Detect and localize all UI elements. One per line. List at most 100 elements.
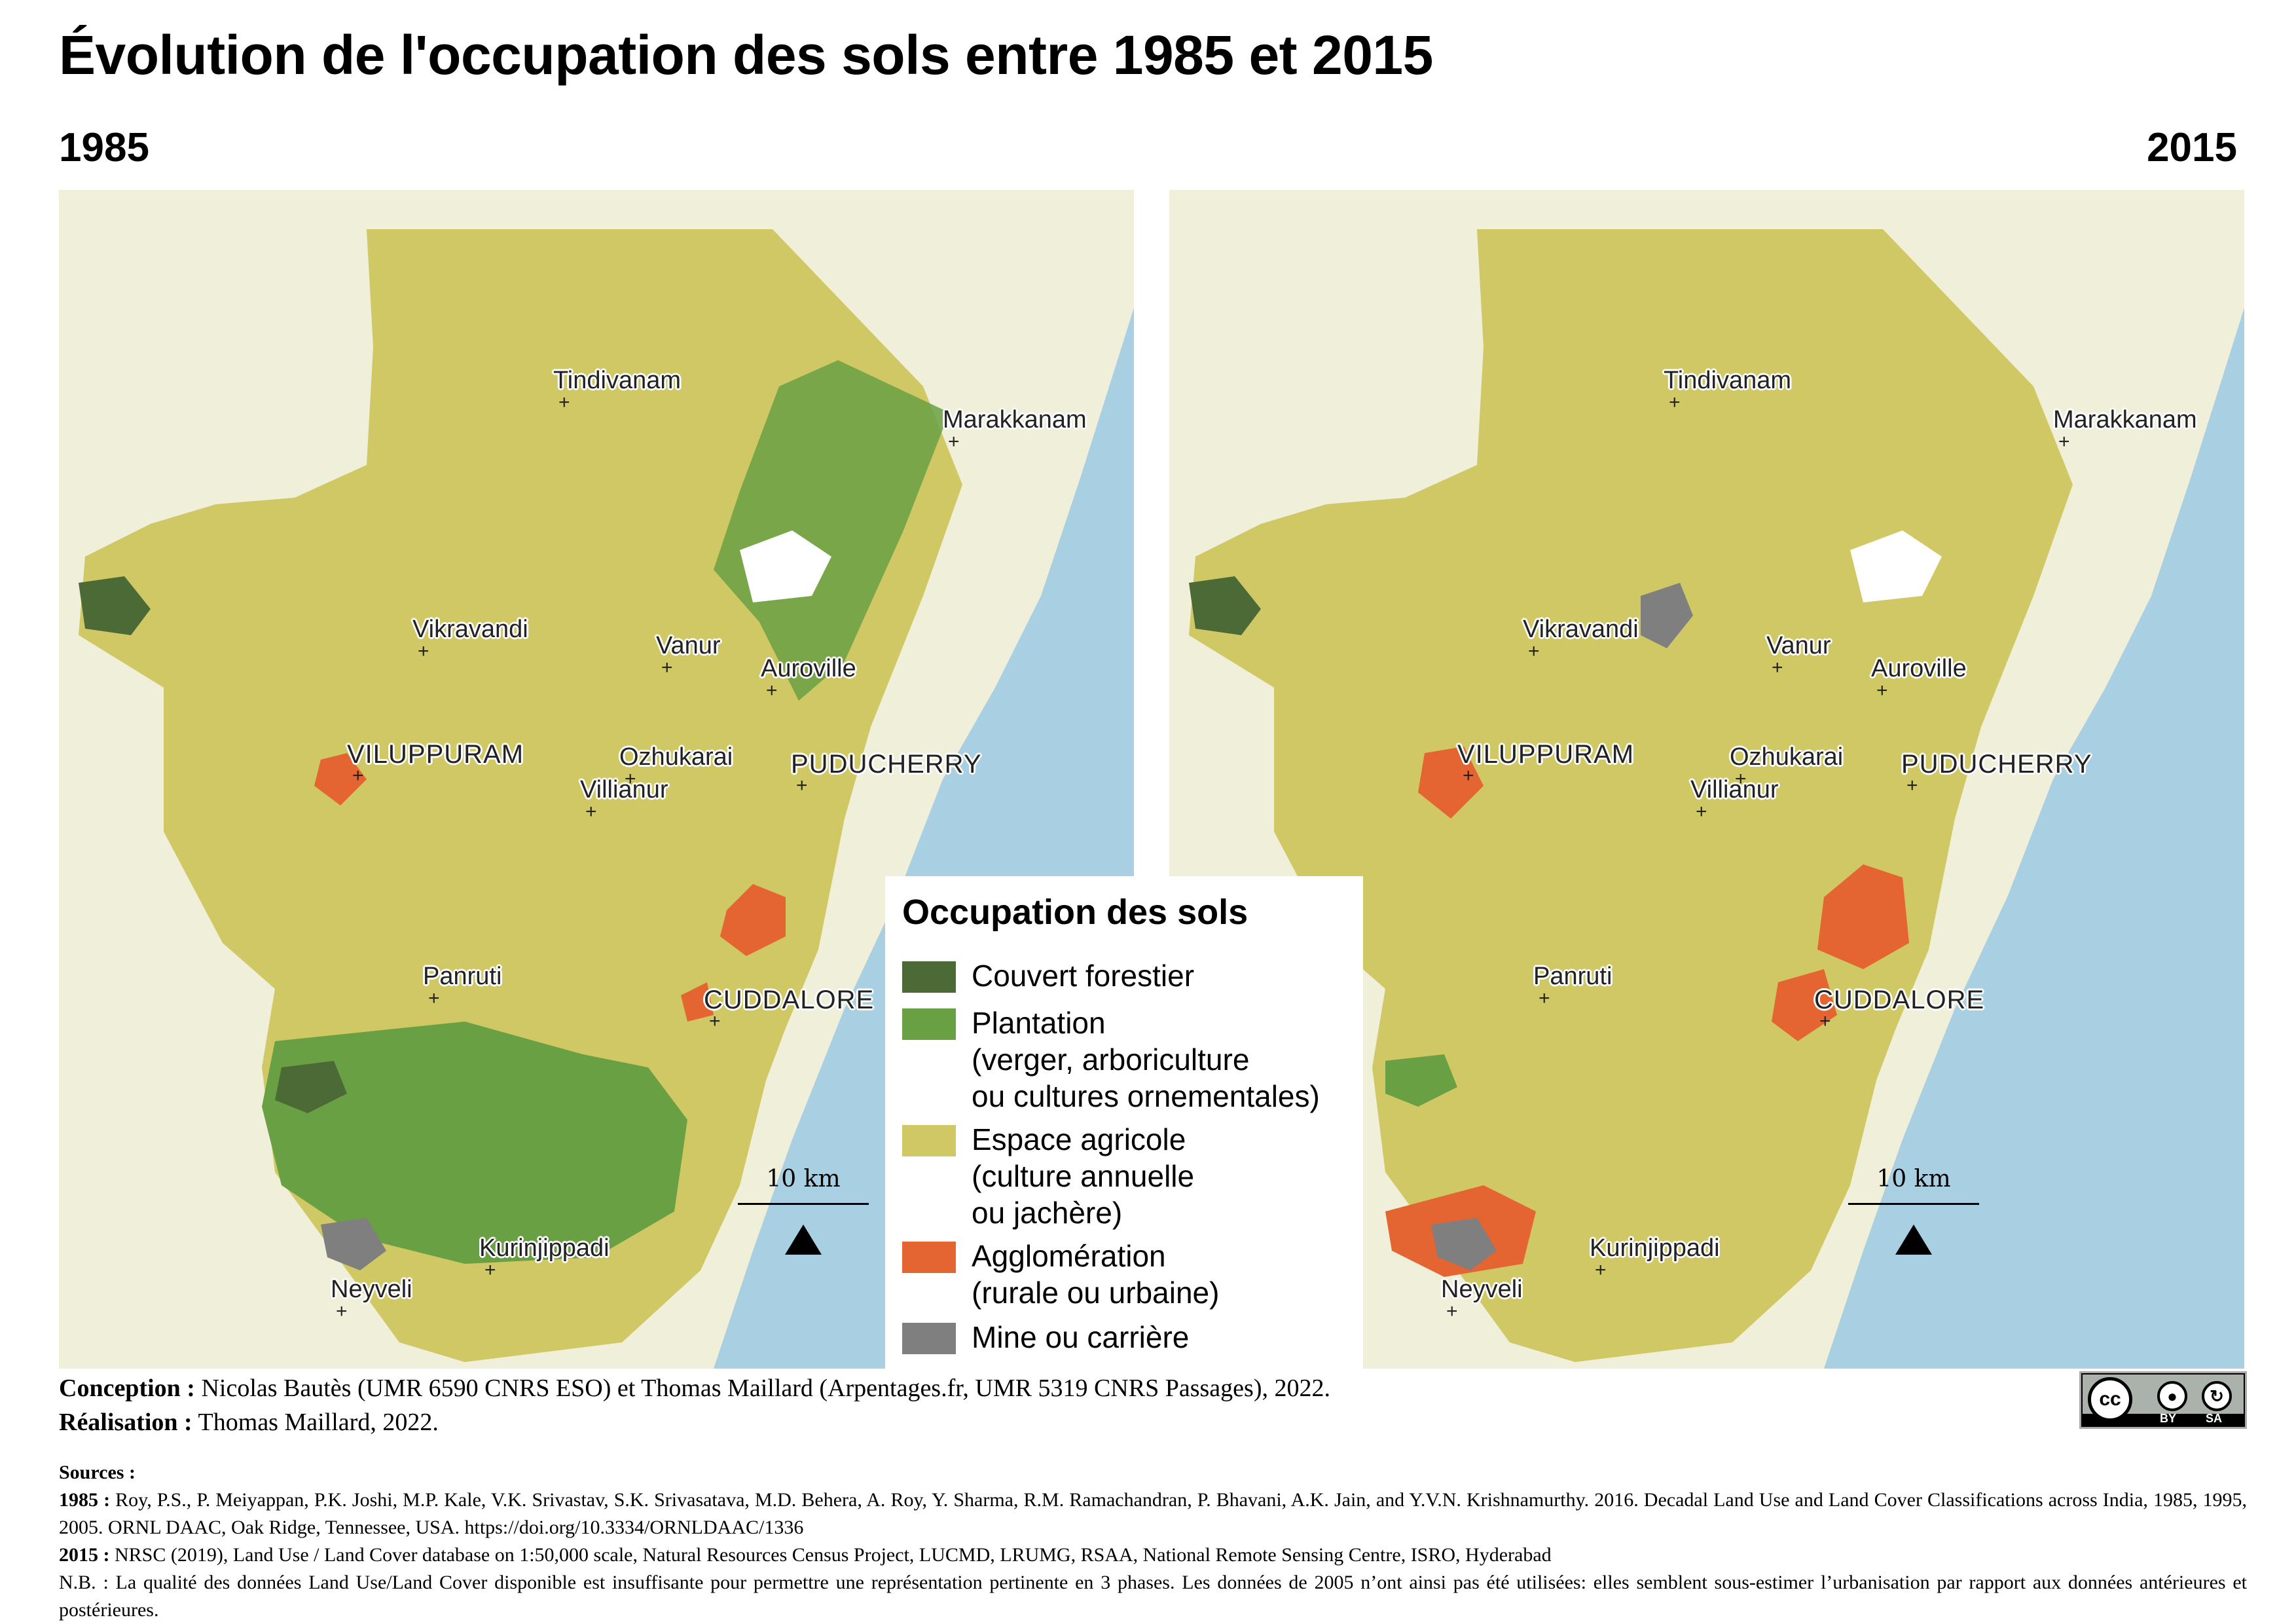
legend-swatch-agriculture <box>902 1125 956 1156</box>
legend-title: Occupation des sols <box>902 893 1248 932</box>
mine-neyveli <box>1431 1218 1497 1270</box>
urban-viluppuram <box>314 753 367 805</box>
sources: Sources : 1985 : Roy, P.S., P. Meiyappan… <box>59 1459 2247 1624</box>
sources-nb: N.B. : La qualité des données Land Use/L… <box>59 1572 2247 1621</box>
place-vikravandi: Vikravandi <box>1523 616 1639 643</box>
legend-swatch-urban <box>902 1242 956 1273</box>
place-marker-icon: + <box>661 657 673 678</box>
place-marker-icon: + <box>484 1259 496 1281</box>
place-viluppuram: VILUPPURAM <box>1457 740 1635 769</box>
place-marker-icon: + <box>418 640 429 662</box>
place-marker-icon: + <box>1876 680 1888 701</box>
place-puducherry: PUDUCHERRY <box>1901 750 2092 779</box>
scale-and-north-arrow: 10 km <box>735 1166 872 1255</box>
place-auroville: Auroville <box>761 655 856 682</box>
scale-and-north-arrow: 10 km <box>1845 1166 1982 1255</box>
cc-icon: cc <box>2088 1377 2132 1422</box>
forest-area-west <box>79 576 151 635</box>
north-arrow-icon <box>785 1225 822 1255</box>
cc-by-sa-license-badge[interactable]: cc ● ↻ BY SA <box>2079 1371 2247 1429</box>
forest-area-south <box>275 1061 347 1113</box>
place-vanur: Vanur <box>656 632 721 659</box>
legend-label-plantation: Plantation (verger, arboriculture ou cul… <box>972 1006 1320 1113</box>
place-ozhukarai: Ozhukarai <box>1730 743 1844 771</box>
place-marker-icon: + <box>796 775 808 796</box>
scale-label: 10 km <box>1876 1166 1951 1192</box>
place-marker-icon: + <box>1446 1301 1458 1322</box>
legend-swatch-mine <box>902 1323 956 1354</box>
mine-neyveli <box>321 1218 386 1270</box>
plantation-area-north <box>714 360 949 701</box>
place-marker-icon: + <box>625 768 636 790</box>
plantation-area <box>262 1022 687 1264</box>
scale-bar <box>738 1203 869 1205</box>
license-sa-label: SA <box>2206 1412 2223 1425</box>
place-marker-icon: + <box>1528 640 1540 662</box>
place-auroville: Auroville <box>1871 655 1967 682</box>
scale-bar <box>1848 1203 1979 1205</box>
urban-cuddalore <box>681 982 714 1022</box>
place-tindivanam: Tindivanam <box>1664 367 1792 394</box>
license-by-label: BY <box>2160 1412 2177 1425</box>
map-title: Évolution de l'occupation des sols entre… <box>59 24 1433 86</box>
place-tindivanam: Tindivanam <box>553 367 682 394</box>
year-label-1985: 1985 <box>59 125 149 170</box>
credits: Conception : Nicolas Bautès (UMR 6590 CN… <box>59 1371 1330 1439</box>
urban-puducherry <box>1817 864 1909 969</box>
legend-label-agriculture: Espace agricole (culture annuelle ou jac… <box>972 1122 1195 1230</box>
place-marker-icon: + <box>766 680 778 701</box>
lake <box>1850 530 1942 602</box>
place-marker-icon: + <box>336 1301 348 1322</box>
legend-label-mine: Mine ou carrière <box>972 1320 1190 1354</box>
urban-viluppuram <box>1418 747 1484 819</box>
place-viluppuram: VILUPPURAM <box>347 740 524 769</box>
scale-label: 10 km <box>766 1166 841 1192</box>
sources-2015: 2015 : NRSC (2019), Land Use / Land Cove… <box>59 1544 1552 1566</box>
place-marker-icon: + <box>1772 657 1783 678</box>
place-ozhukarai: Ozhukarai <box>619 743 733 771</box>
place-marker-icon: + <box>1696 801 1707 822</box>
place-puducherry: PUDUCHERRY <box>791 750 982 779</box>
place-vanur: Vanur <box>1766 632 1831 659</box>
place-marker-icon: + <box>558 392 570 413</box>
place-marakkanam: Marakkanam <box>2053 406 2197 434</box>
person-attribution-icon: ● <box>2157 1381 2187 1411</box>
legend-swatch-forest <box>902 961 956 993</box>
place-marker-icon: + <box>1595 1259 1607 1281</box>
place-marker-icon: + <box>709 1010 721 1032</box>
place-marakkanam: Marakkanam <box>943 406 1087 434</box>
place-panruti: Panruti <box>1533 963 1613 990</box>
place-marker-icon: + <box>1906 775 1918 796</box>
place-cuddalore: CUDDALORE <box>1814 986 1985 1014</box>
place-kurinjippadi: Kurinjippadi <box>479 1234 610 1262</box>
credits-conception: Conception : Nicolas Bautès (UMR 6590 CN… <box>59 1375 1330 1402</box>
place-kurinjippadi: Kurinjippadi <box>1590 1234 1720 1262</box>
place-marker-icon: + <box>948 431 960 452</box>
place-vikravandi: Vikravandi <box>412 616 528 643</box>
map-1985-graphic <box>59 190 1134 1369</box>
place-marker-icon: + <box>1539 987 1550 1009</box>
urban-cuddalore <box>1772 969 1837 1041</box>
north-arrow-icon <box>1895 1225 1932 1255</box>
place-marker-icon: + <box>352 765 364 786</box>
place-marker-icon: + <box>1669 392 1681 413</box>
place-marker-icon: + <box>428 987 440 1009</box>
place-marker-icon: + <box>1735 768 1747 790</box>
place-villianur: Villianur <box>580 776 668 803</box>
map-1985: Tindivanam Marakkanam Vikravandi Vanur A… <box>59 190 1134 1369</box>
legend-swatch-plantation <box>902 1008 956 1040</box>
legend-label-urban: Agglomération (rurale ou urbaine) <box>972 1239 1220 1310</box>
place-marker-icon: + <box>585 801 597 822</box>
share-alike-icon: ↻ <box>2202 1381 2232 1411</box>
place-cuddalore: CUDDALORE <box>704 986 875 1014</box>
credits-realisation: Réalisation : Thomas Maillard, 2022. <box>59 1409 439 1436</box>
place-neyveli: Neyveli <box>1441 1276 1523 1303</box>
place-neyveli: Neyveli <box>331 1276 412 1303</box>
year-label-2015: 2015 <box>2147 125 2237 170</box>
mine-vikravandi <box>1641 583 1693 648</box>
sources-1985: 1985 : Roy, P.S., P. Meiyappan, P.K. Jos… <box>59 1489 2248 1538</box>
place-marker-icon: + <box>1819 1010 1831 1032</box>
urban-puducherry <box>720 884 786 956</box>
plantation-area-south <box>1385 1054 1457 1107</box>
forest-area-west <box>1189 576 1261 635</box>
